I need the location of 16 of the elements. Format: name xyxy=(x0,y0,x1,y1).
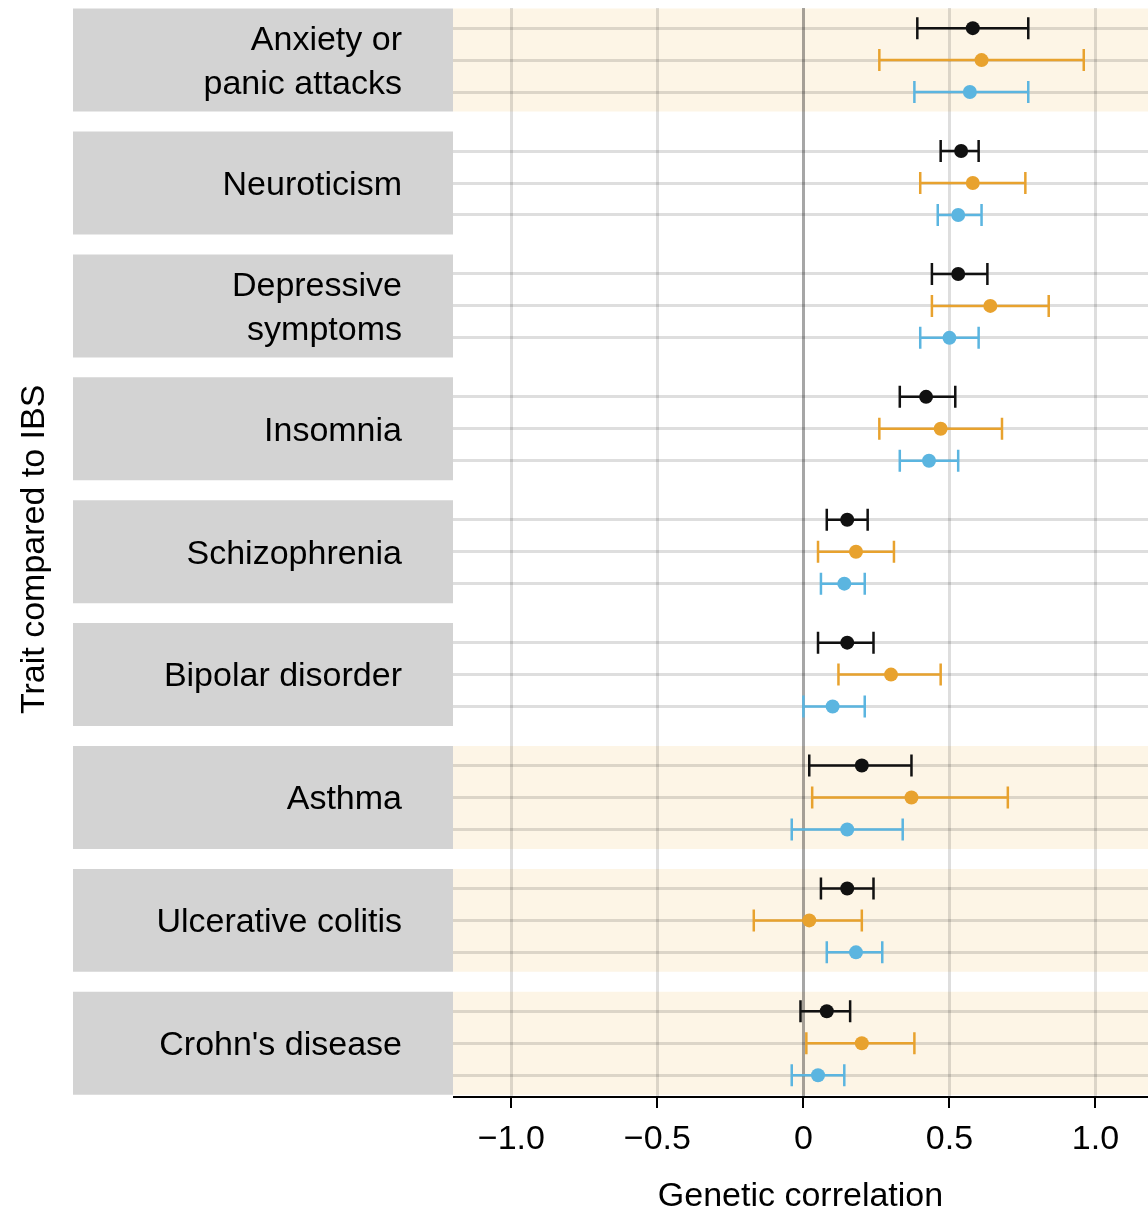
y-tick-label: Bipolar disorder xyxy=(163,655,402,694)
y-tick-label: Schizophrenia xyxy=(186,532,403,571)
x-tick-label: 0.5 xyxy=(925,1117,974,1156)
y-tick-label: Depressive symptoms xyxy=(231,264,402,347)
x-tick-label: −0.5 xyxy=(623,1117,691,1156)
x-tick-label: 0 xyxy=(793,1117,813,1156)
y-tick-label: Neuroticism xyxy=(222,163,402,202)
y-tick-label: Ulcerative colitis xyxy=(156,901,402,940)
x-tick-label: 1.0 xyxy=(1071,1117,1120,1156)
y-axis-title: Trait compared to IBS xyxy=(13,384,51,714)
y-tick-label: Asthma xyxy=(286,778,403,817)
x-axis-title: Genetic correlation xyxy=(657,1175,944,1214)
x-tick-label: −1.0 xyxy=(477,1117,545,1156)
y-tick-label: Insomnia xyxy=(264,409,403,448)
y-tick-label: Anxiety or panic attacks xyxy=(203,18,402,102)
y-tick-label: Crohn's disease xyxy=(159,1024,402,1063)
